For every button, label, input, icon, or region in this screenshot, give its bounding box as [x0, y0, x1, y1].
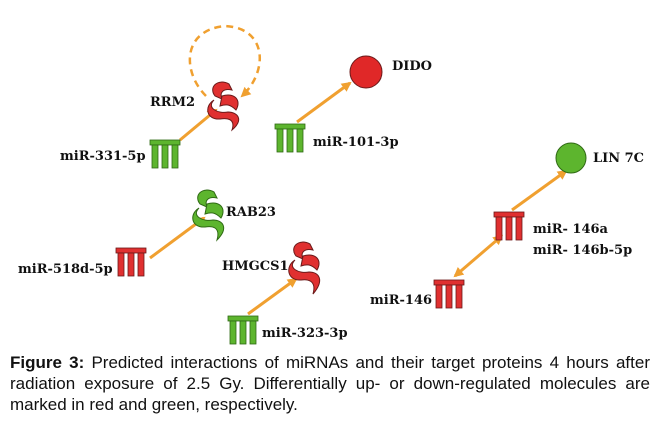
interaction-diagram: RRM2 DIDO miR-331-5p miR-101-3p LIN 7C: [18, 24, 644, 345]
protein-shape-rrm2: [212, 81, 233, 100]
microrna-icon-mir101: [274, 123, 306, 153]
protein-shape-hmgcs1: [293, 241, 314, 260]
label-mir146: miR-146: [370, 293, 432, 308]
label-dido: DIDO: [392, 59, 432, 74]
node-rrm2: RRM2: [150, 81, 240, 132]
label-mir323: miR-323-3p: [262, 326, 348, 341]
label-rrm2: RRM2: [150, 95, 195, 110]
microrna-icon-mir518: [115, 247, 147, 277]
node-mir331: miR-331-5p: [60, 139, 181, 169]
microrna-icon-mir323: [227, 315, 259, 345]
protein-shape-rrm2-tail: [207, 99, 240, 132]
edge-rrm2-self-dashed: [188, 24, 261, 98]
protein-shape-rab23-head: [204, 202, 224, 219]
protein-shape-rab23: [197, 189, 218, 208]
caption-label: Figure 3:: [10, 353, 85, 372]
node-mir146a: miR- 146a miR- 146b-5p: [493, 211, 632, 258]
node-lin7c: LIN 7C: [555, 142, 644, 174]
label-mir331: miR-331-5p: [60, 149, 146, 164]
caption-text: Predicted interactions of miRNAs and the…: [10, 353, 650, 414]
node-mir101: miR-101-3p: [274, 123, 399, 153]
edges: [149, 24, 568, 316]
edge-mir146a-lin7c: [511, 169, 568, 212]
node-dido: DIDO: [349, 55, 432, 89]
figure-caption: Figure 3: Predicted interactions of miRN…: [10, 352, 650, 415]
node-mir323: miR-323-3p: [227, 315, 348, 345]
label-mir146a-line1: miR- 146a: [533, 222, 609, 237]
label-mir518: miR-518d-5p: [18, 262, 113, 277]
protein-shape-rab23-tail: [192, 207, 225, 242]
protein-shape-rrm2-head: [219, 94, 239, 111]
edge-mir101-dido: [296, 81, 352, 124]
circle-dido: [349, 55, 383, 89]
node-hmgcs1: HMGCS1: [222, 241, 321, 295]
protein-shape-hmgcs1-tail: [288, 259, 321, 295]
label-rab23: RAB23: [226, 205, 276, 220]
node-rab23: RAB23: [192, 189, 276, 242]
edge-mir323-hmgcs1: [247, 277, 298, 316]
node-mir146: miR-146: [370, 279, 465, 309]
microrna-icon-mir146: [433, 279, 465, 309]
microrna-icon-mir146a: [493, 211, 525, 241]
label-lin7c: LIN 7C: [593, 151, 644, 166]
microrna-icon-mir331: [149, 139, 181, 169]
node-mir518: miR-518d-5p: [18, 247, 147, 277]
edge-mir146a-mir146: [453, 234, 504, 278]
label-mir101: miR-101-3p: [313, 135, 399, 150]
protein-shape-hmgcs1-head: [300, 254, 320, 271]
label-hmgcs1: HMGCS1: [222, 259, 289, 274]
circle-lin7c: [555, 142, 587, 174]
label-mir146a-line2: miR- 146b-5p: [533, 243, 632, 258]
